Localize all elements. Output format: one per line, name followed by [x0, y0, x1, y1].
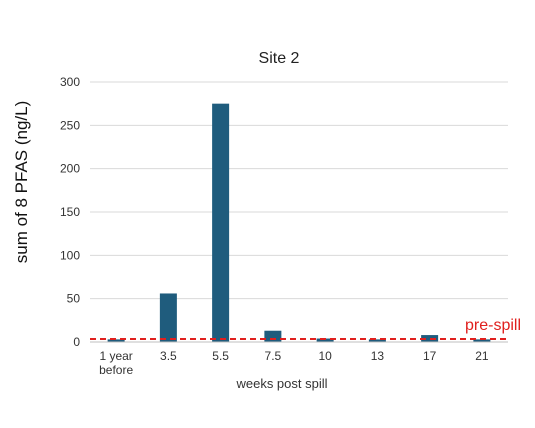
bar: [212, 103, 230, 343]
x-tick-label: 5.5: [212, 349, 229, 363]
y-tick-label: 200: [60, 162, 80, 176]
bar: [264, 330, 282, 342]
y-tick-label: 100: [60, 248, 80, 262]
y-tick-label: 0: [73, 335, 80, 349]
gridlines: [90, 81, 508, 300]
pre-spill-label: pre-spill: [465, 317, 521, 334]
x-tick-label: 10: [318, 349, 332, 363]
x-tick-label-line: before: [99, 363, 133, 377]
x-tick-label: 13: [371, 349, 385, 363]
x-tick-label-line: 1 year: [99, 349, 132, 363]
y-tick-label: 150: [60, 205, 80, 219]
bar: [316, 338, 334, 342]
bar: [107, 339, 125, 342]
x-axis-title: weeks post spill: [235, 376, 327, 391]
chart-title: Site 2: [259, 50, 300, 67]
y-tick-label: 250: [60, 118, 80, 132]
x-tick-label: 3.5: [160, 349, 177, 363]
x-axis-ticks: 1 year before 3.5 5.5 7.5 10 13 17 21: [99, 349, 489, 377]
y-tick-label: 300: [60, 75, 80, 89]
x-tick-label: 21: [475, 349, 489, 363]
x-tick-label: 1 year before: [99, 349, 133, 377]
bar: [368, 339, 386, 342]
y-tick-label: 50: [67, 292, 81, 306]
bar: [159, 293, 177, 342]
bar: [421, 335, 439, 342]
bars: [107, 103, 491, 343]
x-tick-label: 7.5: [265, 349, 282, 363]
bar: [473, 339, 491, 342]
y-axis-title: sum of 8 PFAS (ng/L): [12, 101, 31, 264]
x-tick-label: 17: [423, 349, 437, 363]
y-axis-ticks: 0 50 100 150 200 250 300: [60, 75, 80, 349]
